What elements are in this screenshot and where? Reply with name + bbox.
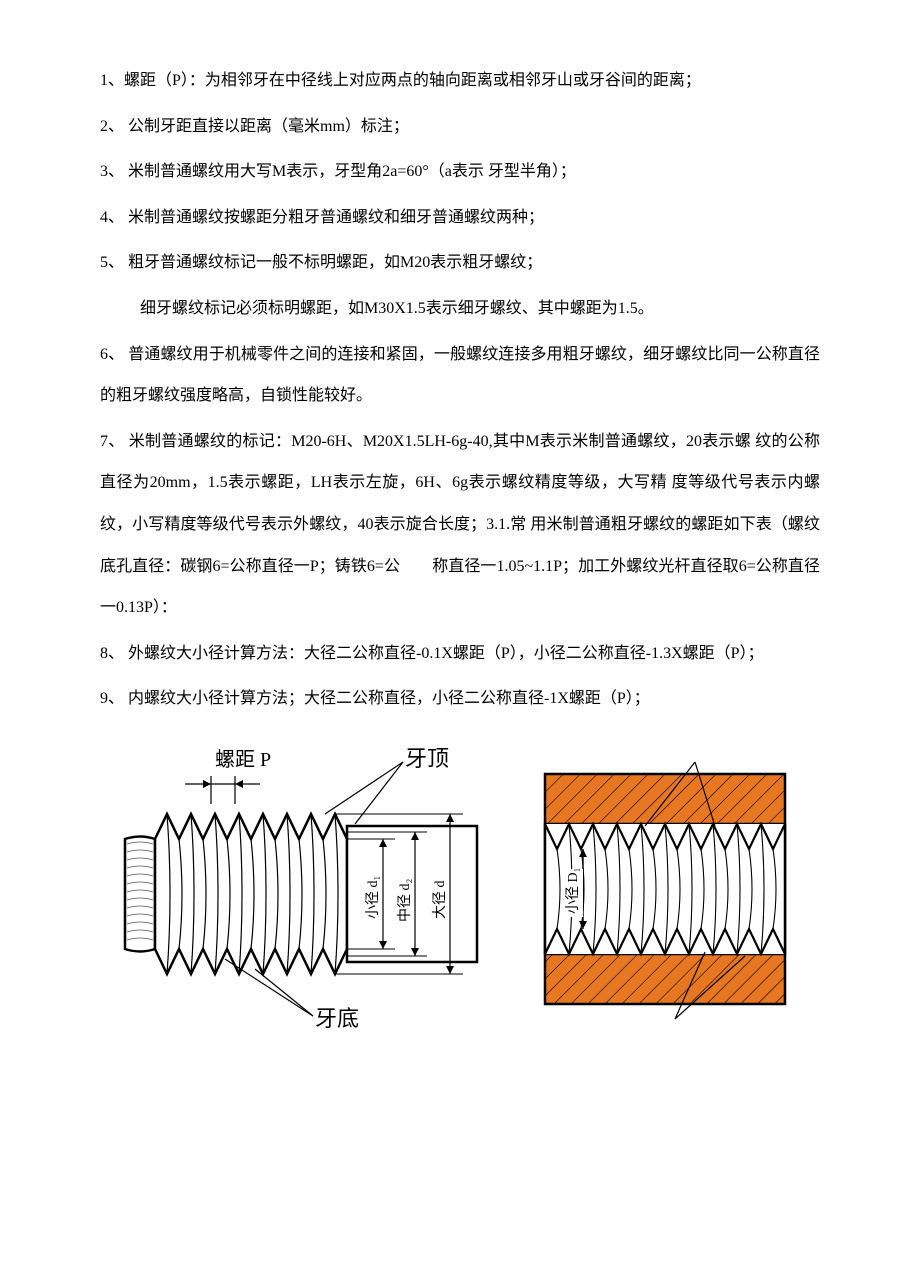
item-text: 螺距（P）：为相邻牙在中径线上对应两点的轴向距离或相邻牙山或牙谷间的距离； <box>124 72 701 89</box>
item-number: 5、 <box>100 254 128 271</box>
item-text: 米制普通螺纹的标记：M20-6H、M20X1.5LH-6g-40,其中M表示米制… <box>100 433 820 616</box>
shaft-left <box>125 836 155 951</box>
item-number: 9、 <box>100 690 128 707</box>
item-text: 细牙螺纹标记必须标明螺距，如M30X1.5表示细牙螺纹、其中螺距为1.5。 <box>140 300 654 317</box>
item-number: 8、 <box>100 645 128 662</box>
item-1: 1、螺距（P）：为相邻牙在中径线上对应两点的轴向距离或相邻牙山或牙谷间的距离； <box>100 60 820 102</box>
label-crest: 牙顶 <box>405 746 449 771</box>
label-major-d: 大径 d <box>432 880 448 919</box>
item-8: 8、 外螺纹大小径计算方法：大径二公称直径-0.1X螺距（P），小径二公称直径-… <box>100 633 820 675</box>
item-text: 粗牙普通螺纹标记一般不标明螺距，如M20表示粗牙螺纹； <box>128 254 542 271</box>
item-4: 4、 米制普通螺纹按螺距分粗牙普通螺纹和细牙普通螺纹两种； <box>100 197 820 239</box>
item-number: 3、 <box>100 163 128 180</box>
item-number: 6、 <box>100 346 128 363</box>
item-text: 外螺纹大小径计算方法：大径二公称直径-0.1X螺距（P），小径二公称直径-1.3… <box>128 645 764 662</box>
item-text: 米制普通螺纹按螺距分粗牙普通螺纹和细牙普通螺纹两种； <box>128 209 544 226</box>
internal-thread-diagram: 小径 D₁ <box>525 744 805 1034</box>
item-number: 2、 <box>100 118 128 135</box>
item-3: 3、 米制普通螺纹用大写M表示，牙型角2a=60°（a表示 牙型半角）； <box>100 151 820 193</box>
thread-teeth <box>155 814 347 974</box>
item-number: 4、 <box>100 209 128 226</box>
item-text: 普通螺纹用于机械零件之间的连接和紧固，一般螺纹连接多用粗牙螺纹，细牙螺纹比同一公… <box>100 346 820 405</box>
item-text: 内螺纹大小径计算方法；大径二公称直径，小径二公称直径-1X螺距（P）； <box>128 690 650 707</box>
label-pitch-d: 中径 d₂ <box>397 878 413 921</box>
item-2: 2、 公制牙距直接以距离（毫米mm）标注； <box>100 106 820 148</box>
item-number: 1、 <box>100 72 124 89</box>
item-7: 7、 米制普通螺纹的标记：M20-6H、M20X1.5LH-6g-40,其中M表… <box>100 421 820 629</box>
item-5: 5、 粗牙普通螺纹标记一般不标明螺距，如M20表示粗牙螺纹； <box>100 242 820 284</box>
item-text: 米制普通螺纹用大写M表示，牙型角2a=60°（a表示 牙型半角）； <box>128 163 576 180</box>
diagrams-row: 螺距 P 牙顶 <box>100 744 820 1034</box>
label-minor-d: 小径 d₁ <box>365 876 381 919</box>
label-internal-minor: 小径 D₁ <box>565 867 581 914</box>
external-thread-diagram: 螺距 P 牙顶 <box>115 744 495 1034</box>
item-5-continue: 细牙螺纹标记必须标明螺距，如M30X1.5表示细牙螺纹、其中螺距为1.5。 <box>100 288 820 330</box>
item-text: 公制牙距直接以距离（毫米mm）标注； <box>128 118 409 135</box>
item-number: 7、 <box>100 433 129 450</box>
item-6: 6、 普通螺纹用于机械零件之间的连接和紧固，一般螺纹连接多用粗牙螺纹，细牙螺纹比… <box>100 334 820 417</box>
item-9: 9、 内螺纹大小径计算方法；大径二公称直径，小径二公称直径-1X螺距（P）； <box>100 678 820 720</box>
label-root: 牙底 <box>315 1006 359 1031</box>
label-pitch: 螺距 P <box>215 748 271 771</box>
